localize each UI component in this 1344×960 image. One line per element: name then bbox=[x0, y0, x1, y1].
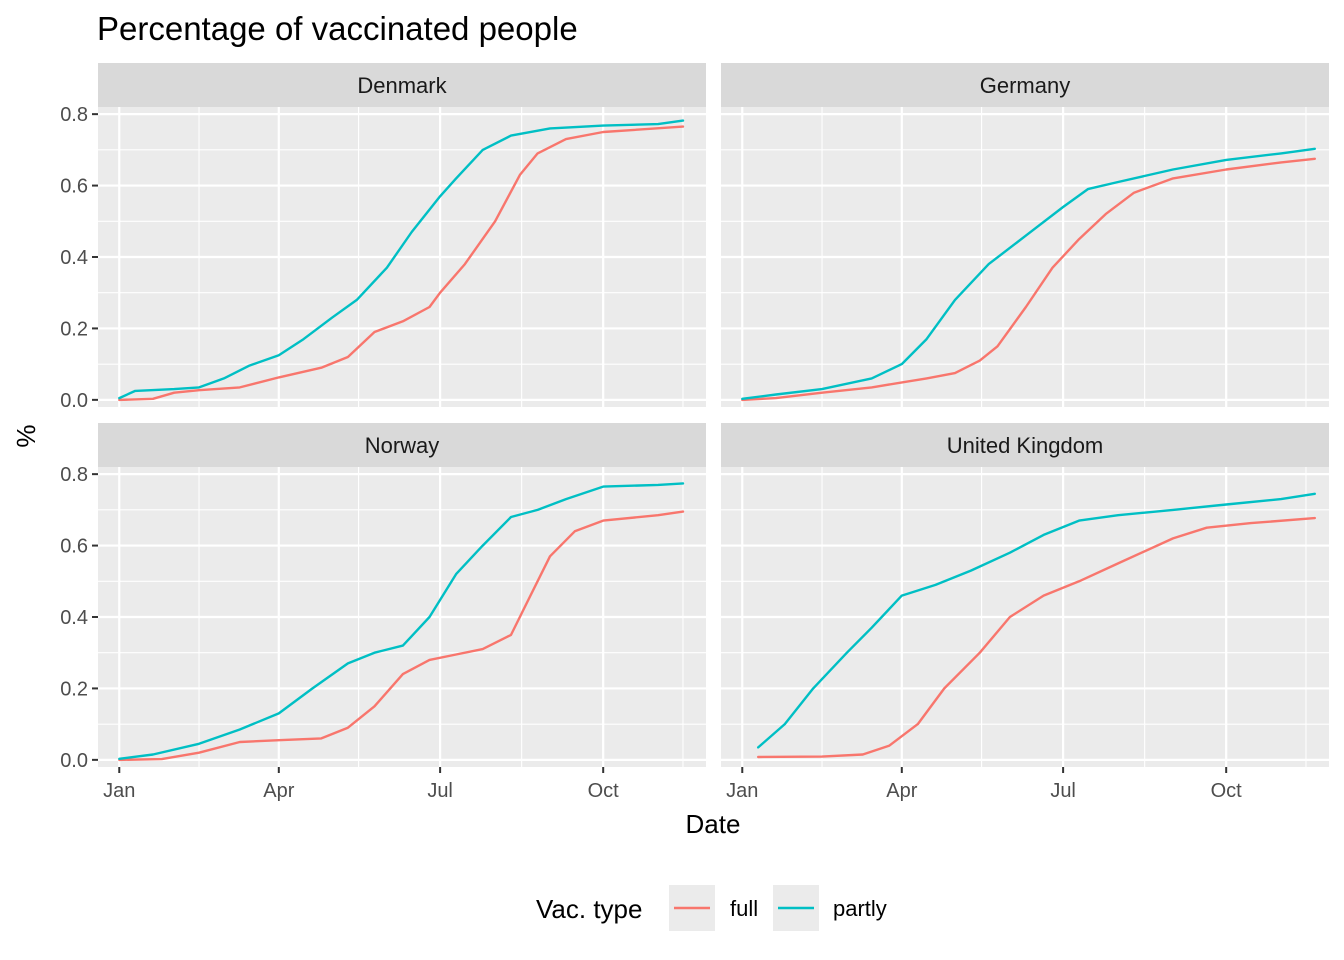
x-tick-label: Jul bbox=[427, 780, 453, 802]
facet-strip-label: Norway bbox=[365, 433, 440, 458]
facet-strip bbox=[721, 63, 1329, 107]
series-line-partly bbox=[741, 147, 1317, 400]
facet-panels: Denmark 0.0 0.2 0.4 0.6 0.8 Germany Norway 0.0 0.… bbox=[60, 63, 1329, 802]
series-line-full bbox=[118, 510, 685, 762]
series-line-full bbox=[118, 125, 685, 402]
legend-entry-partly: partly bbox=[773, 885, 887, 931]
facet-strip bbox=[721, 423, 1329, 467]
x-tick-label: Oct bbox=[588, 780, 620, 802]
y-tick-label: 0.4 bbox=[60, 247, 88, 269]
y-tick-label: 0.0 bbox=[60, 390, 88, 412]
y-tick-label: 0.8 bbox=[60, 464, 88, 486]
x-tick-label: Jan bbox=[103, 780, 135, 802]
y-tick-label: 0.2 bbox=[60, 678, 88, 700]
facet-strip-label: United Kingdom bbox=[947, 433, 1104, 458]
series-line-partly bbox=[118, 482, 685, 760]
legend-label: full bbox=[730, 896, 758, 921]
y-tick-label: 0.4 bbox=[60, 607, 88, 629]
y-tick-label: 0.0 bbox=[60, 750, 88, 772]
x-tick-label: Apr bbox=[263, 780, 294, 802]
series-line-full bbox=[757, 516, 1317, 759]
facet-panel: Germany bbox=[721, 63, 1329, 407]
y-tick-label: 0.8 bbox=[60, 104, 88, 126]
series-line-partly bbox=[118, 119, 685, 400]
facet-panel: Denmark 0.0 0.2 0.4 0.6 0.8 bbox=[60, 63, 706, 412]
legend-entries: full partly bbox=[669, 885, 887, 931]
legend-title: Vac. type bbox=[536, 894, 642, 924]
x-tick-label: Jan bbox=[726, 780, 758, 802]
series-line-full bbox=[741, 157, 1317, 402]
facet-strip-label: Germany bbox=[980, 73, 1070, 98]
series-line-partly bbox=[757, 492, 1317, 749]
legend-label: partly bbox=[833, 896, 887, 921]
y-tick-label: 0.2 bbox=[60, 318, 88, 340]
facet-strip-label: Denmark bbox=[357, 73, 447, 98]
facet-panel: United Kingdom Jan Apr Jul Oct bbox=[721, 423, 1329, 802]
x-tick-label: Oct bbox=[1211, 780, 1243, 802]
legend: Vac. type full partly bbox=[536, 885, 887, 931]
facet-strip bbox=[98, 423, 706, 467]
legend-entry-full: full bbox=[669, 885, 758, 931]
x-axis-title: Date bbox=[686, 809, 741, 839]
x-tick-label: Apr bbox=[886, 780, 917, 802]
x-tick-label: Jul bbox=[1050, 780, 1076, 802]
y-tick-label: 0.6 bbox=[60, 536, 88, 558]
y-tick-label: 0.6 bbox=[60, 176, 88, 198]
chart-title: Percentage of vaccinated people bbox=[97, 10, 578, 47]
facet-panel: Norway 0.0 0.2 0.4 0.6 0.8 Jan Apr Jul Oct bbox=[60, 423, 706, 802]
y-axis-title: % bbox=[11, 424, 41, 447]
facet-strip bbox=[98, 63, 706, 107]
